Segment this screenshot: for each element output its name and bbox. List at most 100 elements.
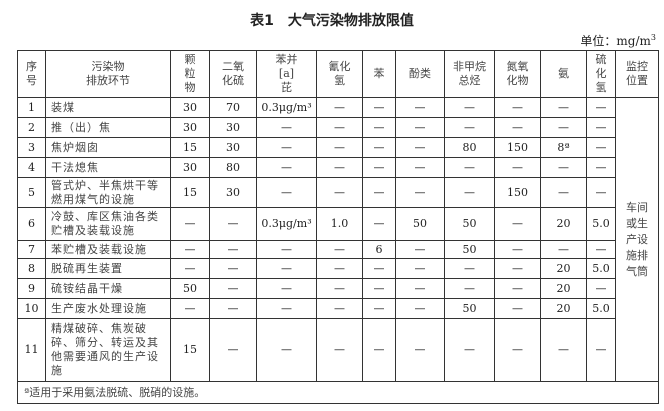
limit-value-bap: — <box>256 240 317 259</box>
limit-value-bap: — <box>256 278 317 299</box>
table-row: 6 冷鼓、库区焦油各类贮槽及装载设施 — —0.3μg/m³ 1.0—50 50—20 5.… <box>17 207 659 241</box>
limit-value-so2: — <box>209 278 257 299</box>
limit-value-h2s: — <box>586 318 616 382</box>
row-number: 7 <box>17 240 46 259</box>
limit-value-h2s: — <box>586 240 616 259</box>
limit-value-pm: 30 <box>170 97 210 118</box>
limit-value-nmhc: — <box>444 157 495 178</box>
emission-source: 推（出）焦 <box>45 117 171 138</box>
column-header-monitor: 监控位置 <box>615 50 659 98</box>
limit-value-benzene: — <box>362 207 396 241</box>
limit-value-phenol: — <box>395 278 445 299</box>
limit-value-benzene: — <box>362 137 396 158</box>
footnote-row: ª适用于采用氨法脱硫、脱硝的设施。 <box>17 381 659 404</box>
limit-value-nmhc: — <box>444 97 495 118</box>
table-row: 9 硫铵结晶干燥 50— — — — — — —20— <box>17 278 659 299</box>
limit-value-hcn: — <box>316 117 363 138</box>
column-header-hcn: 氰化氢 <box>316 50 363 98</box>
emission-limits-table: 序号污染物 排放环节 颗粒物 二氧化硫 苯并[a]芘 氰化氢苯酚类 非甲烷总烃 氮氧化物氨硫化… <box>17 50 659 404</box>
limit-value-bap: — <box>256 137 317 158</box>
limit-value-hcn: — <box>316 318 363 382</box>
limit-value-nox: — <box>494 207 541 241</box>
limit-value-bap: — <box>256 157 317 178</box>
limit-value-h2s: — <box>586 177 616 208</box>
limit-value-pm: 30 <box>170 157 210 178</box>
limit-value-nox: 150 <box>494 177 541 208</box>
emission-source: 冷鼓、库区焦油各类贮槽及装载设施 <box>45 207 171 241</box>
limit-value-benzene: — <box>362 278 396 299</box>
header-row: 序号污染物 排放环节 颗粒物 二氧化硫 苯并[a]芘 氰化氢苯酚类 非甲烷总烃 氮氧化物氨硫化… <box>17 50 659 98</box>
limit-value-nox: — <box>494 258 541 279</box>
limit-value-benzene: — <box>362 97 396 118</box>
row-number: 5 <box>17 177 46 208</box>
limit-value-pm: 50 <box>170 278 210 299</box>
limit-value-phenol: — <box>395 240 445 259</box>
limit-value-benzene: 6 <box>362 240 396 259</box>
limit-value-so2: — <box>209 207 257 241</box>
limit-value-bap: — <box>256 318 317 382</box>
limit-value-nh3: 8ª <box>540 137 587 158</box>
header-label: 监控位置 <box>626 60 648 87</box>
limit-value-phenol: — <box>395 177 445 208</box>
table-row: 8 脱硫再生装置 — — — — — — — —20 5.0 <box>17 258 659 279</box>
limit-value-nh3: 20 <box>540 258 587 279</box>
header-label: 氰化氢 <box>328 60 351 87</box>
limit-value-hcn: 1.0 <box>316 207 363 241</box>
header-label: 苯并[a]芘 <box>275 53 298 94</box>
row-number: 4 <box>17 157 46 178</box>
emission-source: 装煤 <box>45 97 171 118</box>
limit-value-h2s: 5.0 <box>586 298 616 319</box>
limit-value-nh3: — <box>540 240 587 259</box>
limit-value-nmhc: 80 <box>444 137 495 158</box>
limit-value-bap: — <box>256 258 317 279</box>
limit-value-bap: — <box>256 298 317 319</box>
emission-source: 苯贮槽及装载设施 <box>45 240 171 259</box>
limit-value-phenol: — <box>395 318 445 382</box>
column-header-h2s: 硫化氢 <box>586 50 616 98</box>
limit-value-hcn: — <box>316 157 363 178</box>
limit-value-nox: — <box>494 117 541 138</box>
column-header-pm: 颗粒物 <box>170 50 210 98</box>
limit-value-benzene: — <box>362 157 396 178</box>
limit-value-nox: 150 <box>494 137 541 158</box>
limit-value-pm: — <box>170 207 210 241</box>
limit-value-hcn: — <box>316 137 363 158</box>
limit-value-hcn: — <box>316 298 363 319</box>
table-row: 1 装煤 30 70 0.3μg/m³ — — — — — — — 车间或生产设施排气筒 <box>17 97 659 382</box>
column-header-source: 污染物 排放环节 <box>45 50 171 98</box>
limit-value-pm: 30 <box>170 117 210 138</box>
row-number: 6 <box>17 207 46 241</box>
column-header-nmhc: 非甲烷总烃 <box>444 50 495 98</box>
limit-value-bap: 0.3μg/m³ <box>256 97 317 118</box>
column-header-so2: 二氧化硫 <box>209 50 257 98</box>
limit-value-benzene: — <box>362 258 396 279</box>
emission-source: 硫铵结晶干燥 <box>45 278 171 299</box>
limit-value-nox: — <box>494 157 541 178</box>
limit-value-phenol: — <box>395 157 445 178</box>
unit-label: 单位：mg/m3 <box>580 32 656 49</box>
limit-value-nmhc: 50 <box>444 207 495 241</box>
limit-value-h2s: — <box>586 278 616 299</box>
limit-value-hcn: — <box>316 97 363 118</box>
unit-text: 单位：mg/m <box>580 34 651 48</box>
row-number: 11 <box>17 318 46 382</box>
limit-value-h2s: — <box>586 117 616 138</box>
emission-source: 焦炉烟囱 <box>45 137 171 158</box>
limit-value-phenol: — <box>395 137 445 158</box>
limit-value-nh3: — <box>540 177 587 208</box>
limit-value-pm: 15 <box>170 137 210 158</box>
limit-value-pm: — <box>170 298 210 319</box>
limit-value-benzene: — <box>362 318 396 382</box>
limit-value-so2: 30 <box>209 117 257 138</box>
row-number: 8 <box>17 258 46 279</box>
limit-value-nox: — <box>494 278 541 299</box>
header-label: 颗粒物 <box>184 53 196 94</box>
row-number: 10 <box>17 298 46 319</box>
limit-value-nh3: — <box>540 117 587 138</box>
limit-value-nmhc: — <box>444 258 495 279</box>
limit-value-nh3: — <box>540 97 587 118</box>
limit-value-pm: — <box>170 240 210 259</box>
header-label: 氨 <box>558 67 569 80</box>
limit-value-nmhc: 50 <box>444 298 495 319</box>
limit-value-nh3: — <box>540 318 587 382</box>
